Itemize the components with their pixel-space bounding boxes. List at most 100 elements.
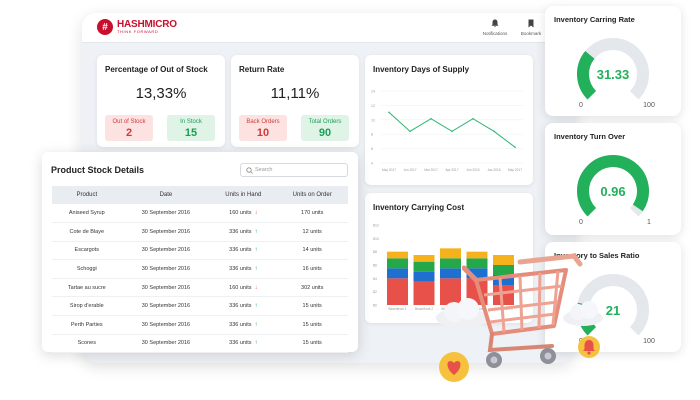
x-tick-label: Jan 2016 [487,168,500,172]
data-point [514,146,516,148]
cell-units-on-order: 15 units [276,334,348,354]
y-tick-label: 14 [371,90,375,94]
column-header-units-on-order[interactable]: Units on Order [276,186,348,204]
cell-date: 30 September 2016 [121,296,211,317]
bar-segment [493,255,514,265]
gauge-value: 0.96 [600,184,625,199]
bar-segment [387,251,408,259]
gauge-value: 31.33 [597,67,630,82]
cell-date: 30 September 2016 [121,259,211,279]
bar-segment [413,271,435,282]
cell-units-on-order: 16 units [276,259,348,279]
y-tick-label: $2 [373,290,377,294]
table-row[interactable]: Schoggi 30 September 2016 336 units ↑ 16 uni… [52,259,348,279]
bar-segment [440,278,461,305]
table-row[interactable]: Cote de Blaye 30 September 2016 336 units ↑… [52,222,348,242]
cell-units-in-hand: 336 units ↑ [210,296,277,317]
cell-units-on-order: 14 units [276,241,348,261]
brand-logo[interactable]: # HASHMICRO THINK FORWARD [97,19,177,35]
data-point [451,130,453,133]
kpi-value: 90 [318,127,332,139]
x-tick-label: Beachfront 1 [388,307,406,311]
top-bar: # HASHMICRO THINK FORWARD Notifications … [82,13,574,43]
shopping-cart-icon [462,253,583,368]
bar-segment [440,268,461,279]
table-row[interactable]: Escargots 30 September 2016 336 units ↑ 14 u… [52,241,348,261]
bar-segment [493,285,514,305]
table-row[interactable]: Tartae au sucre 30 September 2016 160 unit… [52,278,348,298]
gauge-max-label: 100 [643,338,655,345]
column-header-units-in-hand[interactable]: Units in Hand [210,186,277,204]
bar-segment [466,251,488,259]
search-input[interactable] [255,165,345,175]
table-row[interactable]: Sirop d'erable 30 September 2016 336 units… [52,296,348,317]
cell-units-in-hand: 160 units ↓ [210,278,277,298]
cell-product: Aniseed Syrup [52,204,122,224]
cell-units-in-hand: 336 units ↑ [210,259,277,279]
x-tick-label: Jun 2017 [403,168,416,172]
search-box[interactable] [240,163,348,177]
data-point [388,111,390,114]
bookmark-button[interactable]: Bookmark [511,19,551,36]
cell-units-on-order: 170 units [276,204,348,224]
kpi-label: Total Orders [308,119,342,125]
cell-date: 30 September 2016 [121,334,211,354]
return-rate-percentage: 11,11% [270,85,320,102]
gauge-fill [577,51,597,100]
gauge-max-label: 1 [647,219,651,226]
y-tick-label: 4 [371,162,373,166]
bar-segment [413,281,435,305]
stock-table: Product Date Units in Hand Units on Orde… [52,186,348,354]
bar-segment [466,258,488,269]
table-row[interactable]: Scones 30 September 2016 336 units ↑ 15 unit… [52,334,348,354]
units-in-hand-value: 160 units [229,284,252,291]
out-of-stock-kpi: Out of Stock 2 [105,115,153,141]
x-tick-label: Apr 2017 [446,168,459,172]
table-row[interactable]: Perth Parties 30 September 2016 336 units ↑… [52,315,348,335]
days-of-supply-chart: 14 12 10 8 6 4 May 2017 Jun 2017 Mar 2017 Apr 201… [371,90,523,172]
gauge-title: Inventory Turn Over [554,132,626,141]
y-tick-label: $6 [373,264,377,268]
cell-units-in-hand: 336 units ↑ [210,334,277,354]
y-tick-label: $12 [373,224,379,228]
cell-units-on-order: 302 units [276,278,348,298]
table-row[interactable]: Aniseed Syrup 30 September 2016 160 units ↓… [52,204,348,224]
column-header-product[interactable]: Product [52,186,122,204]
bar-segment [440,258,461,269]
heart-icon [439,352,469,382]
y-tick-label: $4 [373,277,377,281]
cell-date: 30 September 2016 [121,315,211,335]
gauge-fill [577,155,649,217]
y-tick-label: $10 [373,237,379,241]
cloud-illustration [563,301,603,326]
y-tick-label: 10 [371,118,375,122]
x-tick-label: May 2017 [508,168,522,172]
sales-ratio-gauge-card: Inventory to Sales Ratio 210100 [545,242,681,352]
carrying-rate-gauge: 31.33 0 100 [577,38,655,109]
cell-product: Tartae au sucre [52,278,122,298]
gauge-min-label: 0 [579,102,583,109]
in-stock-kpi: In Stock 15 [167,115,215,141]
x-tick-label: Mar 2017 [424,168,438,172]
cell-product: Schoggi [52,259,122,279]
x-tick-label: Beachfront 2 [415,307,433,311]
kpi-value: 2 [125,127,133,139]
logo-tagline: THINK FORWARD [117,29,159,34]
bar-segment [413,261,435,272]
bar-segment [387,268,408,279]
bar-segment [493,265,514,275]
total-orders-kpi: Total Orders 90 [301,115,349,141]
kpi-value: 15 [184,127,198,139]
bar-segment [387,258,408,269]
data-point [430,117,432,120]
notifications-button[interactable]: Notifications [475,19,515,36]
units-in-hand-value: 336 units [229,266,252,273]
logo-mark-icon: # [97,19,113,35]
units-in-hand-value: 336 units [229,228,252,235]
bar-segment [413,255,435,262]
cell-units-in-hand: 336 units ↑ [210,241,277,261]
column-header-date[interactable]: Date [121,186,211,204]
units-in-hand-value: 336 units [229,340,252,347]
gauge-title: Inventory Carring Rate [554,15,635,24]
cell-product: Scones [52,334,122,354]
